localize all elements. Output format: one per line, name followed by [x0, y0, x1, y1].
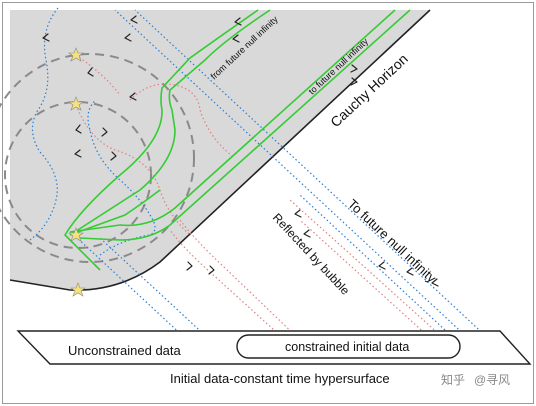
- red-ray: [179, 219, 301, 341]
- red-ray: [169, 229, 286, 341]
- label-constrained-initial-data: constrained initial data: [285, 340, 409, 354]
- bubble-circle-large: [0, 53, 195, 263]
- star-icon: [68, 96, 84, 111]
- red-ray: [75, 54, 121, 96]
- blue-ray: [114, 9, 471, 341]
- chevron-arrow-icon: [75, 124, 82, 134]
- label-hypersurface-caption: Initial data-constant time hypersurface: [170, 371, 390, 386]
- chevron-arrow-icon: [186, 261, 193, 271]
- chevron-arrow-icon: [234, 17, 242, 26]
- chevron-arrow-icon: [129, 92, 137, 101]
- direction-chevrons: [42, 15, 442, 343]
- chevron-arrow-icon: [232, 34, 240, 43]
- green-geodesics: [63, 9, 411, 271]
- chevron-arrow-icon: [431, 278, 439, 287]
- watermark-site: 知乎: [441, 373, 465, 387]
- red-ray: [289, 199, 441, 336]
- chevron-arrow-icon: [110, 151, 117, 161]
- green-geodesic: [79, 9, 411, 241]
- chevron-arrow-icon: [406, 267, 414, 276]
- chevron-arrow-icon: [294, 209, 302, 218]
- chevron-arrow-icon: [130, 15, 138, 24]
- chevron-arrow-icon: [124, 33, 132, 42]
- star-icon: [70, 282, 86, 297]
- star-icon: [68, 227, 84, 242]
- chevron-arrow-icon: [101, 127, 108, 137]
- constrained-data-box: [236, 334, 461, 359]
- star-icon: [68, 47, 84, 62]
- label-reflected-by-bubble: Reflected by bubble: [270, 210, 353, 297]
- blue-ray: [299, 194, 446, 331]
- bubble-circle-small: [4, 101, 152, 249]
- red-ray: [75, 104, 191, 236]
- blue-ray: [99, 237, 211, 341]
- blue-ray: [74, 235, 186, 339]
- red-reflected-rays: [75, 54, 441, 341]
- green-geodesic: [69, 9, 271, 236]
- red-ray: [299, 219, 431, 339]
- chevron-arrow-icon: [350, 77, 358, 86]
- green-geodesic: [63, 9, 259, 271]
- watermark-author: @寻风: [474, 373, 510, 387]
- chevron-arrow-icon: [208, 265, 215, 275]
- star-markers: [68, 47, 86, 297]
- chevron-arrow-icon: [303, 229, 311, 238]
- green-geodesic: [69, 9, 396, 233]
- chevron-arrow-icon: [350, 64, 358, 73]
- blue-ray: [87, 99, 156, 256]
- blue-ray: [29, 7, 59, 241]
- label-to-future-null-infinity-large: To future null infinity: [345, 196, 440, 286]
- chevron-arrow-icon: [378, 261, 386, 270]
- chevron-arrow-icon: [74, 149, 82, 158]
- spacetime-region: [10, 10, 430, 291]
- red-ray: [129, 83, 236, 159]
- chevron-arrow-icon: [42, 33, 50, 42]
- label-unconstrained-data: Unconstrained data: [68, 343, 182, 358]
- chevron-arrow-icon: [87, 67, 94, 77]
- blue-null-rays: [29, 7, 491, 341]
- blue-ray: [134, 9, 491, 341]
